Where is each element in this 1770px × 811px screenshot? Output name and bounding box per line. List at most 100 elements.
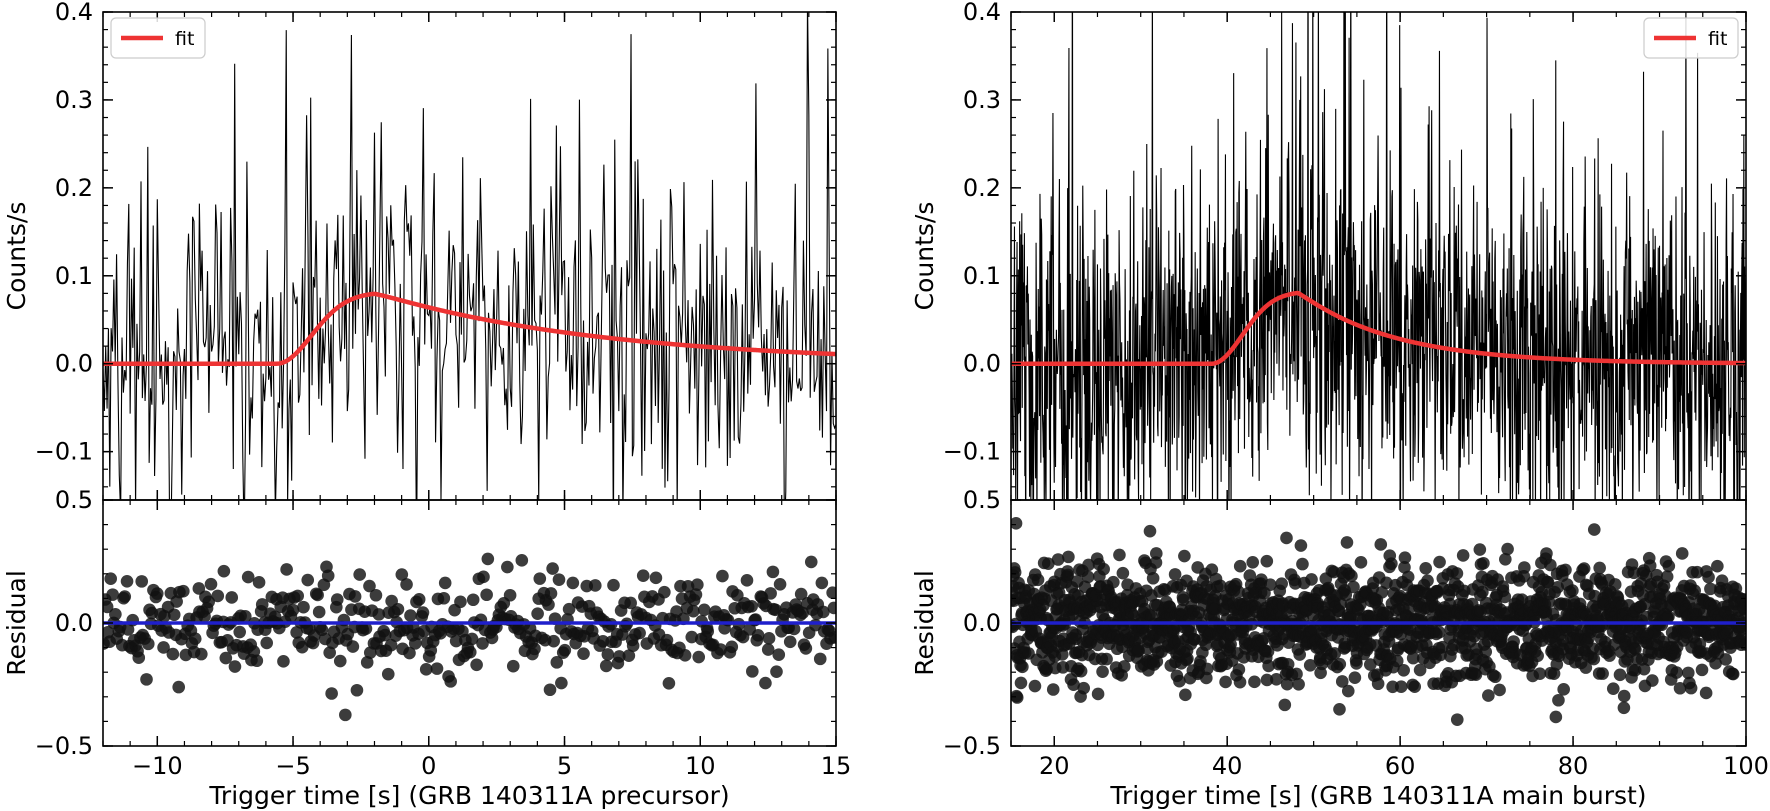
right-lower-residual-point	[1248, 675, 1261, 689]
right-lower-residual-point	[1077, 681, 1091, 695]
right-lower-residual-point	[1408, 680, 1422, 694]
left-lower-residual-point	[740, 574, 754, 587]
right-lower-residual-point	[1613, 668, 1627, 682]
left-lower-residual-point	[378, 628, 392, 642]
left-lower-residual-point	[660, 633, 674, 647]
left-lower-residual-point	[286, 603, 300, 617]
left-lower-residual-point	[796, 606, 809, 620]
right-lower-residual-point	[1146, 571, 1160, 585]
left-upper-y-tick-label: 0.3	[55, 86, 93, 114]
left-lower-residual-point	[692, 650, 706, 664]
left-lower-x-tick-label: −10	[132, 752, 183, 780]
right-lower-residual-point	[1549, 710, 1563, 724]
right-lower-residual-point	[1531, 649, 1544, 663]
left-lower-residual-point	[799, 642, 813, 655]
left-lower-residual-point	[470, 658, 483, 672]
left-lower-residual-point	[691, 578, 704, 592]
left-lower-residual-point	[454, 595, 467, 609]
right-lower-x-tick-label: 80	[1558, 752, 1589, 780]
right-lower-residual-point	[1394, 680, 1408, 693]
right-lower-residual-point	[1695, 663, 1709, 677]
right-lower-residual-point	[1224, 638, 1237, 651]
left-lower-residual-point	[408, 637, 422, 650]
right-lower-residual-point	[1469, 668, 1483, 681]
left-upper-fit-curve	[103, 291, 836, 366]
right-lower-residual-point	[1482, 689, 1495, 702]
left-lower-residual-point	[762, 632, 776, 645]
right-lower-residual-point	[1062, 550, 1075, 564]
right-lower-residual-point	[1303, 658, 1317, 672]
left-lower-residual-point	[118, 590, 132, 603]
left-lower-residual-point	[658, 585, 671, 599]
left-lower-x-tick-label: 0	[421, 752, 436, 780]
left-lower-residual-point	[150, 587, 164, 600]
left-lower-residual-point	[188, 632, 202, 646]
right-upper-y-tick-label: 0.4	[963, 0, 1001, 26]
right-lower-residual-point	[1593, 561, 1606, 575]
right-lower-residual-point	[1498, 590, 1512, 604]
left-lower-residual-point	[626, 639, 640, 653]
left-lower-residual-point	[297, 600, 310, 614]
left-lower-residual-point	[141, 637, 155, 651]
left-lower-residual-point	[687, 604, 700, 618]
left-lower-residual-point	[311, 588, 324, 602]
right-lower-residual-point	[1292, 677, 1305, 691]
left-lower-residual-point	[766, 565, 780, 579]
left-lower-residual-point	[506, 659, 520, 673]
right-lower-residual-point	[1637, 662, 1651, 676]
right-lower-y-tick-label: 0.0	[963, 609, 1001, 637]
left-lower-residual-point	[544, 587, 558, 600]
left-lower-residual-point	[746, 665, 759, 678]
right-lower-residual-point	[1233, 675, 1247, 689]
right-lower-residual-point	[1011, 691, 1024, 704]
right-lower-residual-point	[1579, 661, 1593, 674]
right-lower-residual-point	[1067, 678, 1080, 691]
right-lower-residual-point	[1335, 675, 1349, 688]
left-lower-residual-point	[323, 646, 336, 659]
right-lower-residual-point	[1340, 536, 1354, 549]
left-lower-residual-point	[828, 631, 836, 644]
right-lower-residual-point	[1016, 660, 1029, 674]
right-lower-x-tick-label: 40	[1212, 752, 1243, 780]
right-lower-y-tick-label: −0.5	[943, 732, 1001, 760]
right-lower-panel: 20 40 60 80 100 −0.5 0.0 0.5 Residual Trigger tim…	[910, 486, 1769, 810]
left-lower-residual-point	[437, 591, 451, 605]
right-lower-residual-point	[1488, 670, 1502, 684]
right-lower-residual-point	[1432, 626, 1446, 639]
left-lower-residual-point	[783, 635, 797, 649]
left-lower-residual-point	[761, 643, 775, 656]
left-lower-x-tick-label: 5	[557, 752, 572, 780]
left-lower-residual-point	[481, 552, 495, 566]
right-upper-legend-label: fit	[1708, 28, 1727, 50]
left-lower-y-axis-label: Residual	[2, 570, 31, 676]
right-lower-residual-point	[1341, 684, 1355, 698]
right-lower-residual-point	[1617, 689, 1631, 703]
right-lower-residual-point	[1181, 652, 1194, 666]
right-lower-residual-point	[1518, 561, 1531, 574]
left-lower-residual-point	[204, 577, 218, 591]
right-lower-residual-point	[1456, 549, 1470, 562]
left-lower-residual-point	[359, 622, 373, 635]
right-lower-residual-point	[1051, 553, 1065, 566]
left-lower-residual-point	[817, 605, 830, 619]
left-lower-residual-point	[172, 680, 186, 694]
left-lower-residual-point	[369, 588, 383, 602]
right-lower-residual-point	[1375, 586, 1389, 599]
right-lower-residual-point	[1477, 556, 1490, 570]
left-lower-residual-point	[613, 650, 626, 663]
right-lower-residual-point	[1709, 657, 1722, 670]
left-lower-residual-point	[550, 656, 564, 669]
left-lower-residual-point	[381, 667, 395, 681]
right-lower-residual-point	[1684, 681, 1698, 695]
right-lower-residual-point	[1627, 566, 1641, 580]
right-lower-residual-point	[1371, 677, 1385, 691]
right-lower-residual-point	[1566, 584, 1579, 597]
right-lower-residual-point	[1041, 557, 1055, 570]
left-lower-residual-point	[607, 578, 620, 592]
right-lower-residual-point	[1662, 610, 1675, 624]
right-lower-residual-point	[1345, 569, 1358, 583]
left-lower-residual-point	[770, 665, 783, 678]
right-lower-y-axis-label: Residual	[910, 570, 939, 676]
left-lower-residual-point	[622, 649, 636, 662]
right-lower-residual-point	[1011, 517, 1023, 530]
